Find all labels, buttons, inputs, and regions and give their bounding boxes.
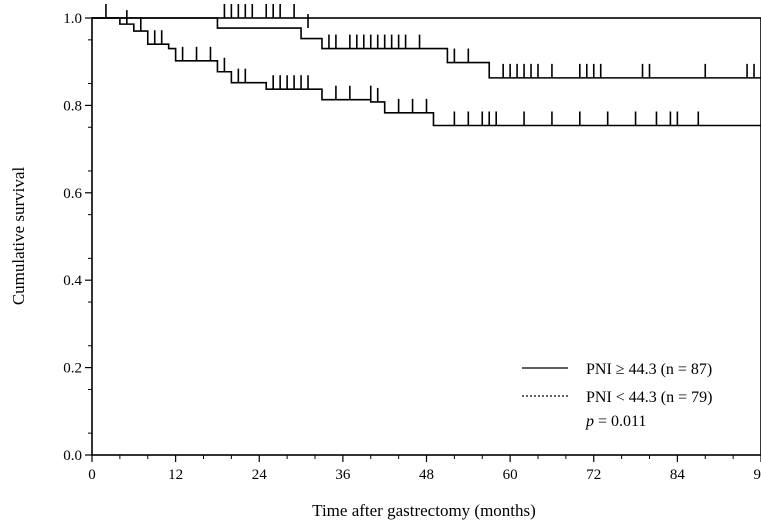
p-value-text: p = 0.011	[585, 413, 646, 430]
y-axis-label: Cumulative survival	[9, 167, 28, 306]
x-tick-label: 60	[503, 467, 518, 483]
x-axis-label: Time after gastrectomy (months)	[312, 501, 536, 520]
x-tick-label: 12	[168, 467, 183, 483]
legend-label-low-pni: PNI < 44.3 (n = 79)	[586, 389, 712, 406]
x-tick-label: 24	[252, 467, 268, 483]
y-tick-label: 0.2	[63, 361, 82, 377]
x-tick-label: 36	[335, 467, 351, 483]
y-tick-label: 0.8	[63, 98, 82, 114]
p-value-number: = 0.011	[594, 413, 646, 430]
legend-label-high-pni: PNI ≥ 44.3 (n = 87)	[586, 361, 712, 378]
tick-layer: 0.0 0.2 0.4 0.6 0.8 1.0 0 12 24 36 48 60 72 84 96	[63, 11, 761, 483]
x-tick-label: 72	[586, 467, 601, 483]
legend: PNI ≥ 44.3 (n = 87) PNI < 44.3 (n = 79) …	[522, 361, 712, 430]
series-layer	[92, 4, 761, 127]
y-tick-label: 1.0	[63, 11, 82, 27]
y-tick-label: 0.6	[63, 186, 82, 202]
x-tick-label: 48	[419, 467, 434, 483]
y-tick-label: 0.0	[63, 448, 82, 464]
series-1	[92, 4, 761, 79]
x-tick-label: 84	[670, 467, 686, 483]
series-2	[92, 4, 761, 127]
x-tick-label: 96	[754, 467, 761, 483]
y-tick-label: 0.4	[63, 273, 82, 289]
x-tick-label: 0	[88, 467, 96, 483]
survival-curve	[92, 17, 761, 79]
p-value-symbol: p	[585, 413, 594, 430]
